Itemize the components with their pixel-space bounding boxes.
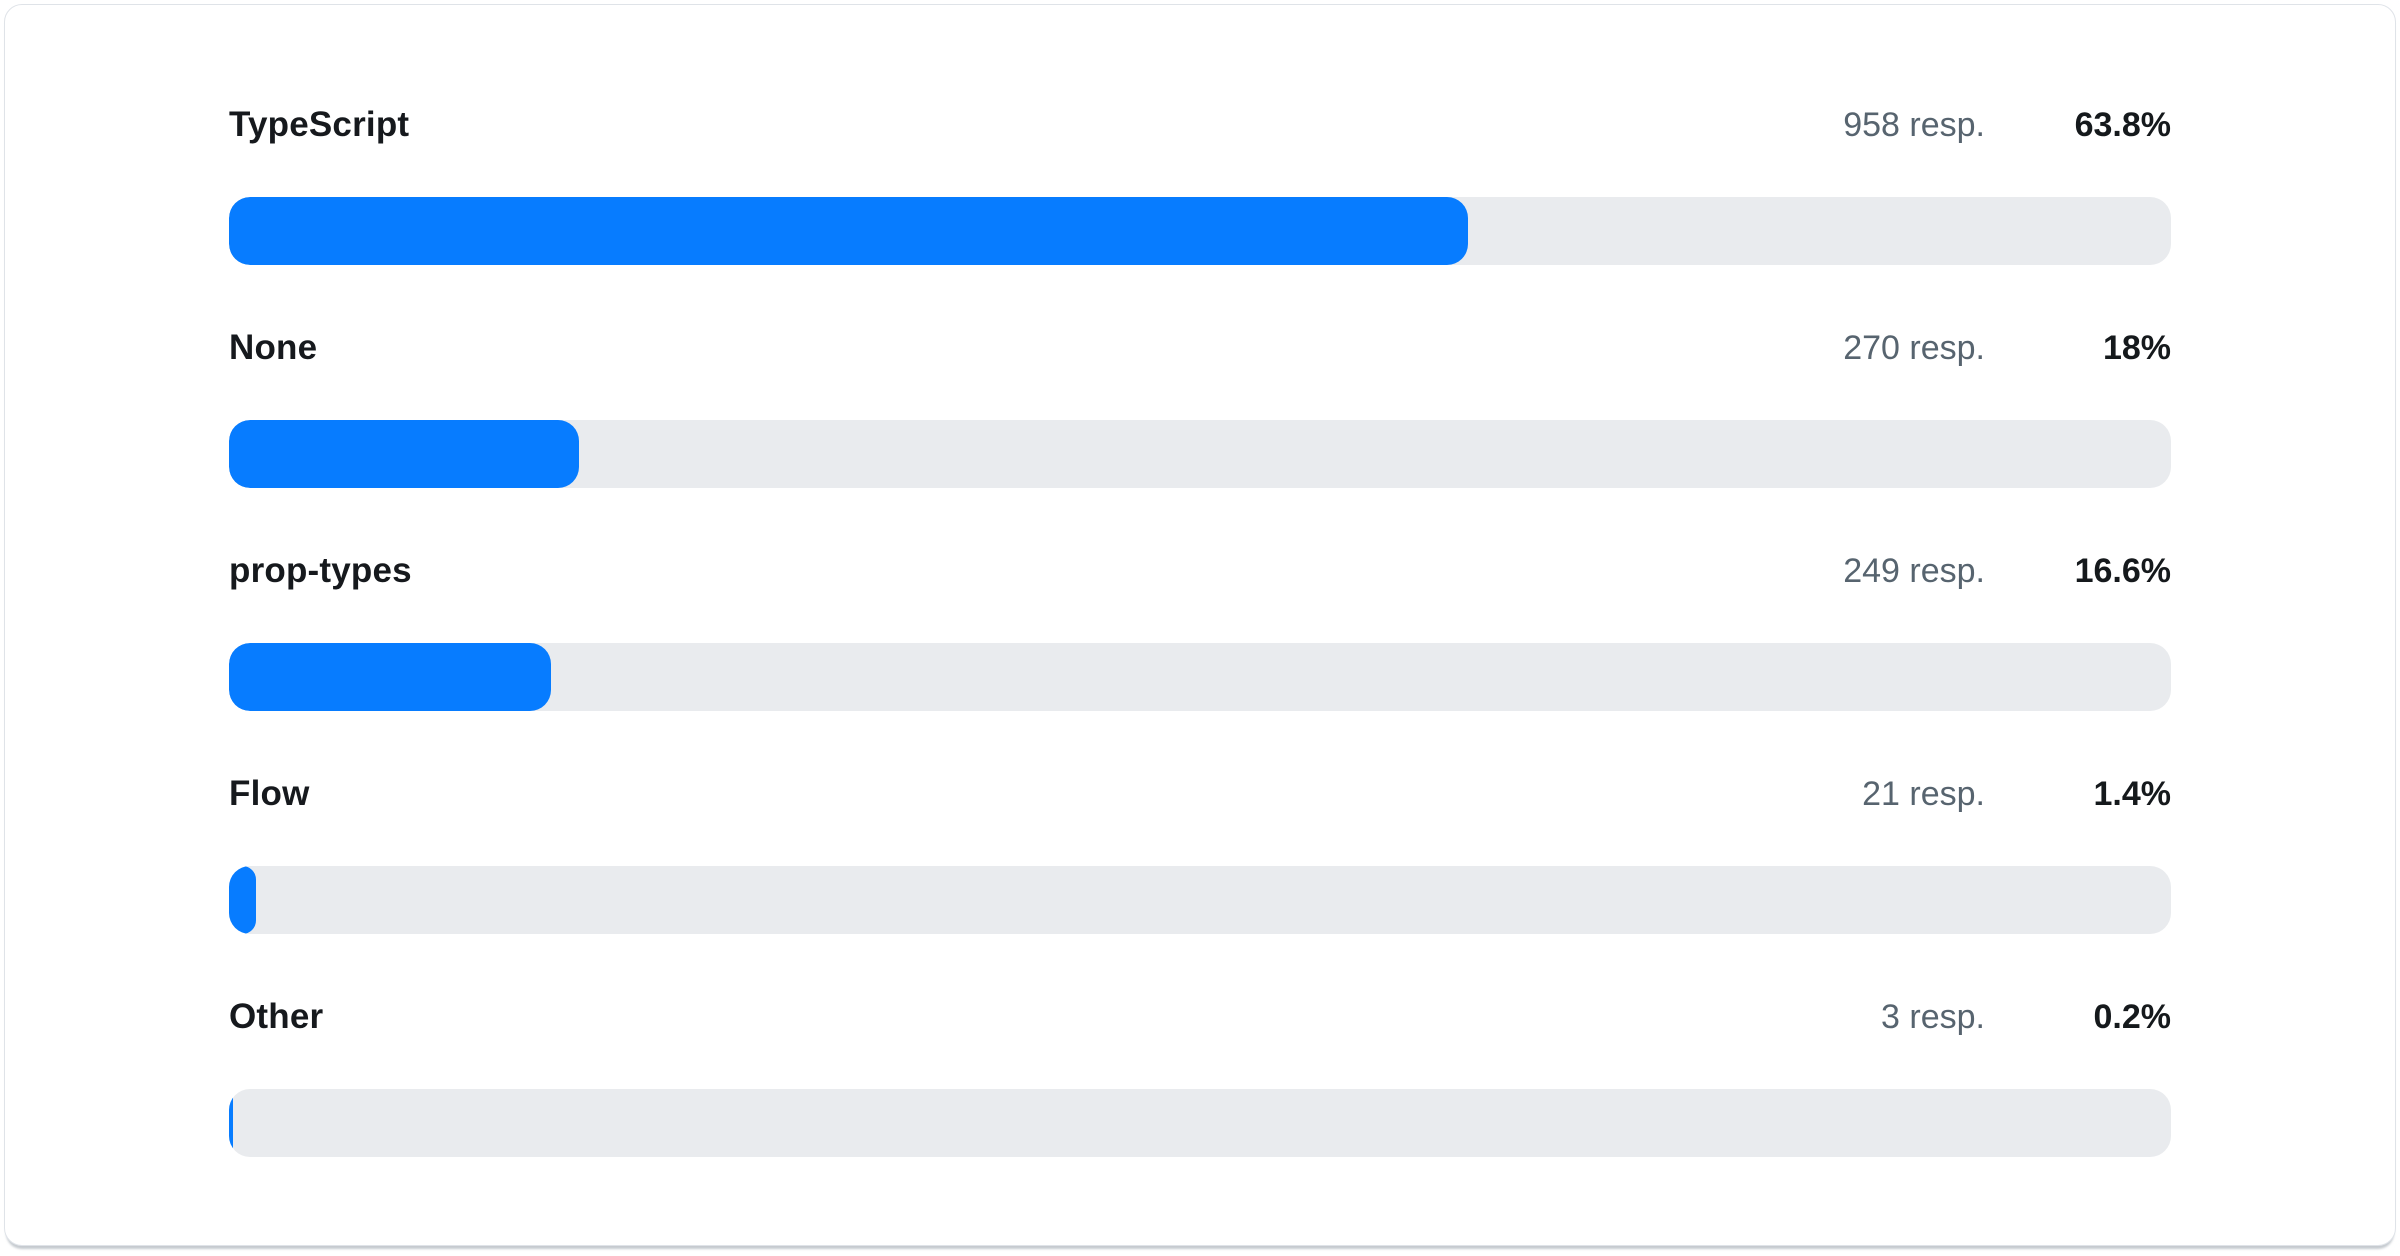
row-header: None 270 resp. 18% [229, 328, 2171, 374]
category-label: TypeScript [229, 105, 410, 144]
category-label: None [229, 328, 318, 367]
row-header: TypeScript 958 resp. 63.8% [229, 105, 2171, 151]
row-header: prop-types 249 resp. 16.6% [229, 551, 2171, 597]
chart-row: TypeScript 958 resp. 63.8% [229, 105, 2171, 265]
responses-count: 21 resp. [1862, 775, 1985, 813]
chart-row: Flow 21 resp. 1.4% [229, 774, 2171, 934]
bar-track [229, 420, 2171, 488]
category-label: prop-types [229, 551, 412, 590]
bar-track [229, 1089, 2171, 1157]
percent-value: 1.4% [2093, 775, 2172, 813]
chart-row: prop-types 249 resp. 16.6% [229, 551, 2171, 711]
responses-count: 958 resp. [1843, 106, 1985, 144]
percent-value: 0.2% [2093, 998, 2172, 1036]
chart-row: Other 3 resp. 0.2% [229, 997, 2171, 1157]
bar-track [229, 197, 2171, 265]
results-card: TypeScript 958 resp. 63.8% None 270 resp… [4, 4, 2396, 1246]
category-label: Other [229, 997, 324, 1036]
bar-fill [229, 643, 552, 711]
chart-row: None 270 resp. 18% [229, 328, 2171, 488]
bar-chart: TypeScript 958 resp. 63.8% None 270 resp… [5, 5, 2395, 1157]
bar-fill [229, 866, 257, 934]
percent-value: 63.8% [2074, 106, 2171, 144]
responses-count: 3 resp. [1881, 998, 1985, 1036]
bar-fill [229, 197, 1468, 265]
bar-track [229, 643, 2171, 711]
percent-value: 18% [2102, 329, 2171, 367]
bar-fill [229, 1089, 233, 1157]
bar-track [229, 866, 2171, 934]
responses-count: 249 resp. [1843, 552, 1985, 590]
category-label: Flow [229, 774, 310, 813]
percent-value: 16.6% [2074, 552, 2171, 590]
responses-count: 270 resp. [1843, 329, 1985, 367]
row-header: Flow 21 resp. 1.4% [229, 774, 2171, 820]
row-header: Other 3 resp. 0.2% [229, 997, 2171, 1043]
bar-fill [229, 420, 579, 488]
